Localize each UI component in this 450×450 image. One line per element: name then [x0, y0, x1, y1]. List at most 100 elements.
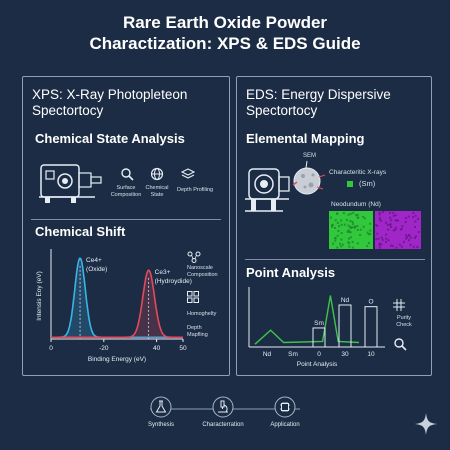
sem-instrument-icon [245, 160, 326, 212]
map-speckle [340, 238, 343, 241]
map-speckle [378, 244, 381, 247]
map-speckle [348, 237, 350, 240]
chemical-state-label: Chemical State [145, 185, 169, 198]
map-speckle [400, 245, 403, 248]
map-speckle [349, 212, 352, 215]
map-speckle [369, 232, 372, 235]
map-speckle [394, 226, 397, 229]
map-speckle [340, 245, 343, 248]
map-speckle [394, 214, 397, 217]
state-icon-depth [178, 167, 198, 183]
map-speckle [340, 232, 343, 235]
sm-map [375, 211, 421, 249]
map-speckle [330, 216, 332, 219]
map-speckle [337, 230, 340, 232]
map-speckle [356, 242, 359, 245]
grid-icon [393, 299, 405, 311]
x-tick-label: 0 [49, 345, 53, 352]
map-speckle [407, 234, 410, 237]
map-speckle [334, 237, 337, 240]
map-speckle [354, 225, 357, 228]
elemental-map [329, 211, 421, 249]
map-speckle [366, 245, 369, 248]
x-tick-label: 10 [367, 351, 375, 358]
map-speckle [339, 242, 341, 245]
map-speckle [380, 236, 383, 239]
map-speckle [389, 244, 392, 247]
map-speckle [367, 233, 370, 236]
map-speckle [392, 212, 395, 215]
map-speckle [362, 225, 365, 228]
map-speckle [380, 219, 383, 222]
map-speckle [342, 212, 345, 214]
bar [338, 304, 352, 348]
map-speckle [391, 245, 394, 248]
map-speckle [348, 245, 351, 248]
xps-instrument-icon [39, 164, 102, 203]
grid-icon [187, 291, 199, 303]
map-speckle [389, 216, 392, 219]
section-divider [31, 219, 221, 220]
map-speckle [378, 218, 381, 221]
chemical-state-heading: Chemical State Analysis [35, 131, 185, 146]
map-speckle [378, 242, 381, 245]
xray-element-label: (Sm) [359, 179, 376, 188]
map-speckle [378, 246, 381, 249]
map-speckle [404, 221, 407, 224]
xps-panel: XPS: X-Ray Photopleteon Spectortocy Chem… [22, 76, 230, 376]
map-speckle [340, 223, 343, 226]
map-speckle [332, 242, 335, 245]
map-speckle [395, 219, 398, 222]
eds-title-line-2: Spectortocy [246, 103, 318, 118]
homogeneity-label: Homoghelty [187, 311, 217, 317]
map-speckle [404, 217, 407, 220]
footer-synthesis-label: Synthesis [147, 422, 174, 428]
globe-icon [150, 167, 164, 181]
map-speckle [412, 245, 415, 248]
map-speckle [398, 243, 401, 246]
map-speckle [367, 242, 370, 244]
map-speckle [369, 229, 372, 232]
map-speckle [341, 243, 344, 246]
map-speckle [409, 236, 412, 239]
map-speckle [389, 223, 392, 226]
map-speckle [400, 227, 403, 230]
map-speckle [352, 211, 355, 214]
sm-legend-swatch [347, 181, 353, 187]
map-speckle [340, 219, 343, 222]
map-speckle [417, 217, 420, 220]
map-speckle [408, 239, 410, 242]
map-speckle [348, 230, 351, 233]
x-tick-label: Nd [263, 351, 272, 358]
map-speckle [347, 241, 350, 244]
map-speckle [334, 227, 337, 229]
y-axis-label: Intensis Eoy (eV) [36, 271, 43, 321]
neodymium-label: Neodundum (Nd) [331, 201, 381, 208]
map-speckle [338, 225, 340, 228]
series-area [51, 270, 183, 339]
map-speckle [346, 230, 349, 233]
bar-label: Sm [314, 320, 324, 327]
x-tick-label: 40 [153, 345, 161, 352]
microscope-icon [212, 396, 234, 418]
map-speckle [377, 237, 380, 240]
x-tick-label: 30 [341, 351, 349, 358]
x-tick-label: -20 [99, 345, 109, 352]
magnifier-icon [394, 338, 407, 351]
series-label: Ce4+ [86, 257, 102, 264]
map-speckle [392, 229, 395, 232]
map-speckle [351, 226, 354, 229]
chemical-shift-heading: Chemical Shift [35, 224, 126, 239]
xps-title-line-1: XPS: X-Ray Photopleteon [32, 87, 188, 102]
chip-icon [274, 396, 296, 418]
map-speckle [334, 219, 337, 222]
map-speckle [385, 237, 388, 240]
map-speckle [405, 234, 407, 237]
map-speckle [387, 228, 390, 231]
series-label: Ce3+ [155, 269, 171, 276]
section-divider [245, 259, 425, 260]
map-speckle [416, 245, 419, 248]
footer-application-label: Application [270, 422, 300, 428]
state-icon-chemical [147, 167, 167, 183]
map-speckle [336, 246, 339, 249]
